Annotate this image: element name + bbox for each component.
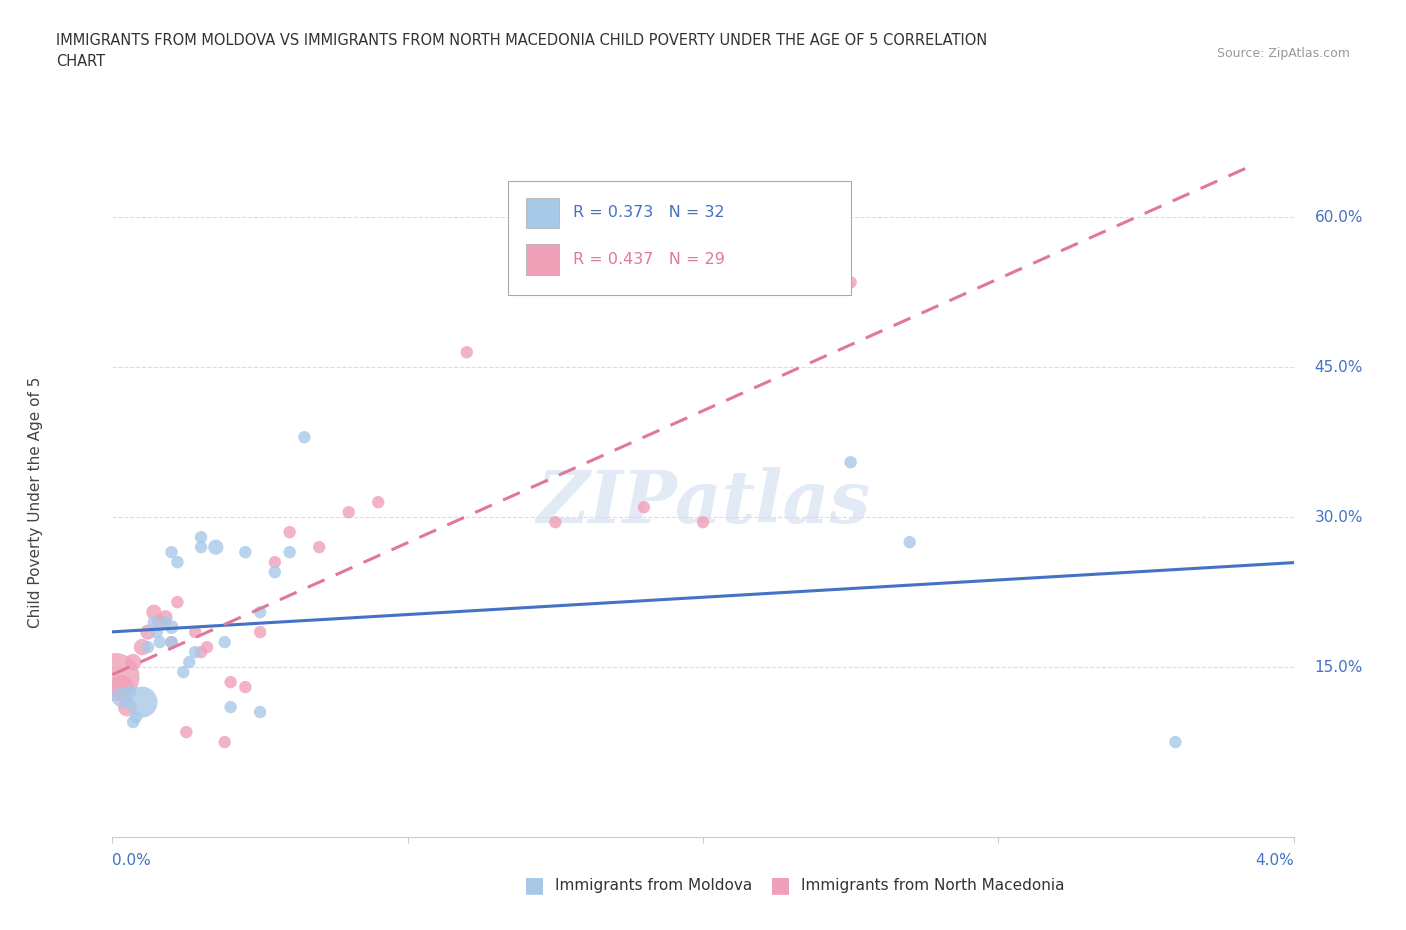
Text: 30.0%: 30.0%	[1315, 510, 1362, 525]
Point	[160, 634, 183, 649]
Point	[278, 525, 301, 539]
Bar	[526, 197, 560, 228]
Bar	[526, 245, 560, 274]
Point	[149, 634, 172, 649]
Point	[544, 514, 567, 529]
Text: IMMIGRANTS FROM MOLDOVA VS IMMIGRANTS FROM NORTH MACEDONIA CHILD POVERTY UNDER T: IMMIGRANTS FROM MOLDOVA VS IMMIGRANTS FR…	[56, 33, 987, 47]
Point	[190, 539, 212, 554]
Text: ■: ■	[770, 875, 790, 896]
Point	[190, 644, 212, 659]
Point	[249, 705, 271, 720]
Point	[278, 545, 301, 560]
Point	[174, 724, 197, 739]
Text: Immigrants from Moldova: Immigrants from Moldova	[555, 878, 752, 893]
Point	[249, 625, 271, 640]
Point	[190, 530, 212, 545]
Point	[155, 615, 177, 630]
Text: Child Poverty Under the Age of 5: Child Poverty Under the Age of 5	[28, 377, 42, 628]
Text: 60.0%: 60.0%	[1315, 210, 1362, 225]
Text: 45.0%: 45.0%	[1315, 360, 1362, 375]
Point	[131, 640, 153, 655]
Point	[160, 545, 183, 560]
Text: ZIPatlas: ZIPatlas	[536, 467, 870, 538]
Point	[166, 594, 188, 609]
Text: 0.0%: 0.0%	[112, 853, 152, 868]
Point	[219, 699, 242, 714]
Point	[136, 640, 159, 655]
Point	[233, 545, 256, 560]
Point	[195, 640, 218, 655]
Point	[214, 634, 236, 649]
Text: 15.0%: 15.0%	[1315, 659, 1362, 674]
Point	[205, 539, 228, 554]
Point	[131, 695, 153, 710]
Point	[839, 455, 862, 470]
Point	[692, 514, 714, 529]
Point	[120, 684, 142, 699]
Point	[219, 674, 242, 689]
Text: R = 0.437   N = 29: R = 0.437 N = 29	[574, 252, 725, 267]
Point	[184, 625, 207, 640]
Text: R = 0.373   N = 32: R = 0.373 N = 32	[574, 205, 724, 219]
Point	[633, 499, 655, 514]
Point	[292, 430, 315, 445]
Point	[214, 735, 236, 750]
Point	[149, 615, 172, 630]
Text: ■: ■	[524, 875, 544, 896]
Point	[122, 655, 145, 670]
Point	[110, 680, 132, 695]
Text: Immigrants from North Macedonia: Immigrants from North Macedonia	[801, 878, 1064, 893]
Point	[160, 634, 183, 649]
Point	[264, 565, 287, 579]
Point	[104, 670, 127, 684]
Point	[166, 554, 188, 569]
Point	[136, 625, 159, 640]
Text: Source: ZipAtlas.com: Source: ZipAtlas.com	[1216, 46, 1350, 60]
Point	[146, 625, 169, 640]
Point	[1164, 735, 1187, 750]
Point	[117, 695, 138, 710]
Point	[155, 610, 177, 625]
Point	[117, 699, 138, 714]
Point	[160, 619, 183, 634]
Text: 4.0%: 4.0%	[1254, 853, 1294, 868]
Point	[172, 665, 194, 680]
Point	[898, 535, 921, 550]
Point	[125, 710, 148, 724]
Point	[184, 644, 207, 659]
Point	[110, 690, 132, 705]
Point	[142, 604, 165, 619]
Text: CHART: CHART	[56, 54, 105, 69]
Point	[264, 554, 287, 569]
Point	[142, 615, 165, 630]
Point	[122, 714, 145, 729]
Point	[367, 495, 389, 510]
FancyBboxPatch shape	[508, 180, 851, 295]
Point	[179, 655, 201, 670]
Point	[249, 604, 271, 619]
Point	[308, 539, 330, 554]
Point	[456, 345, 478, 360]
Point	[839, 275, 862, 290]
Point	[233, 680, 256, 695]
Point	[337, 505, 360, 520]
